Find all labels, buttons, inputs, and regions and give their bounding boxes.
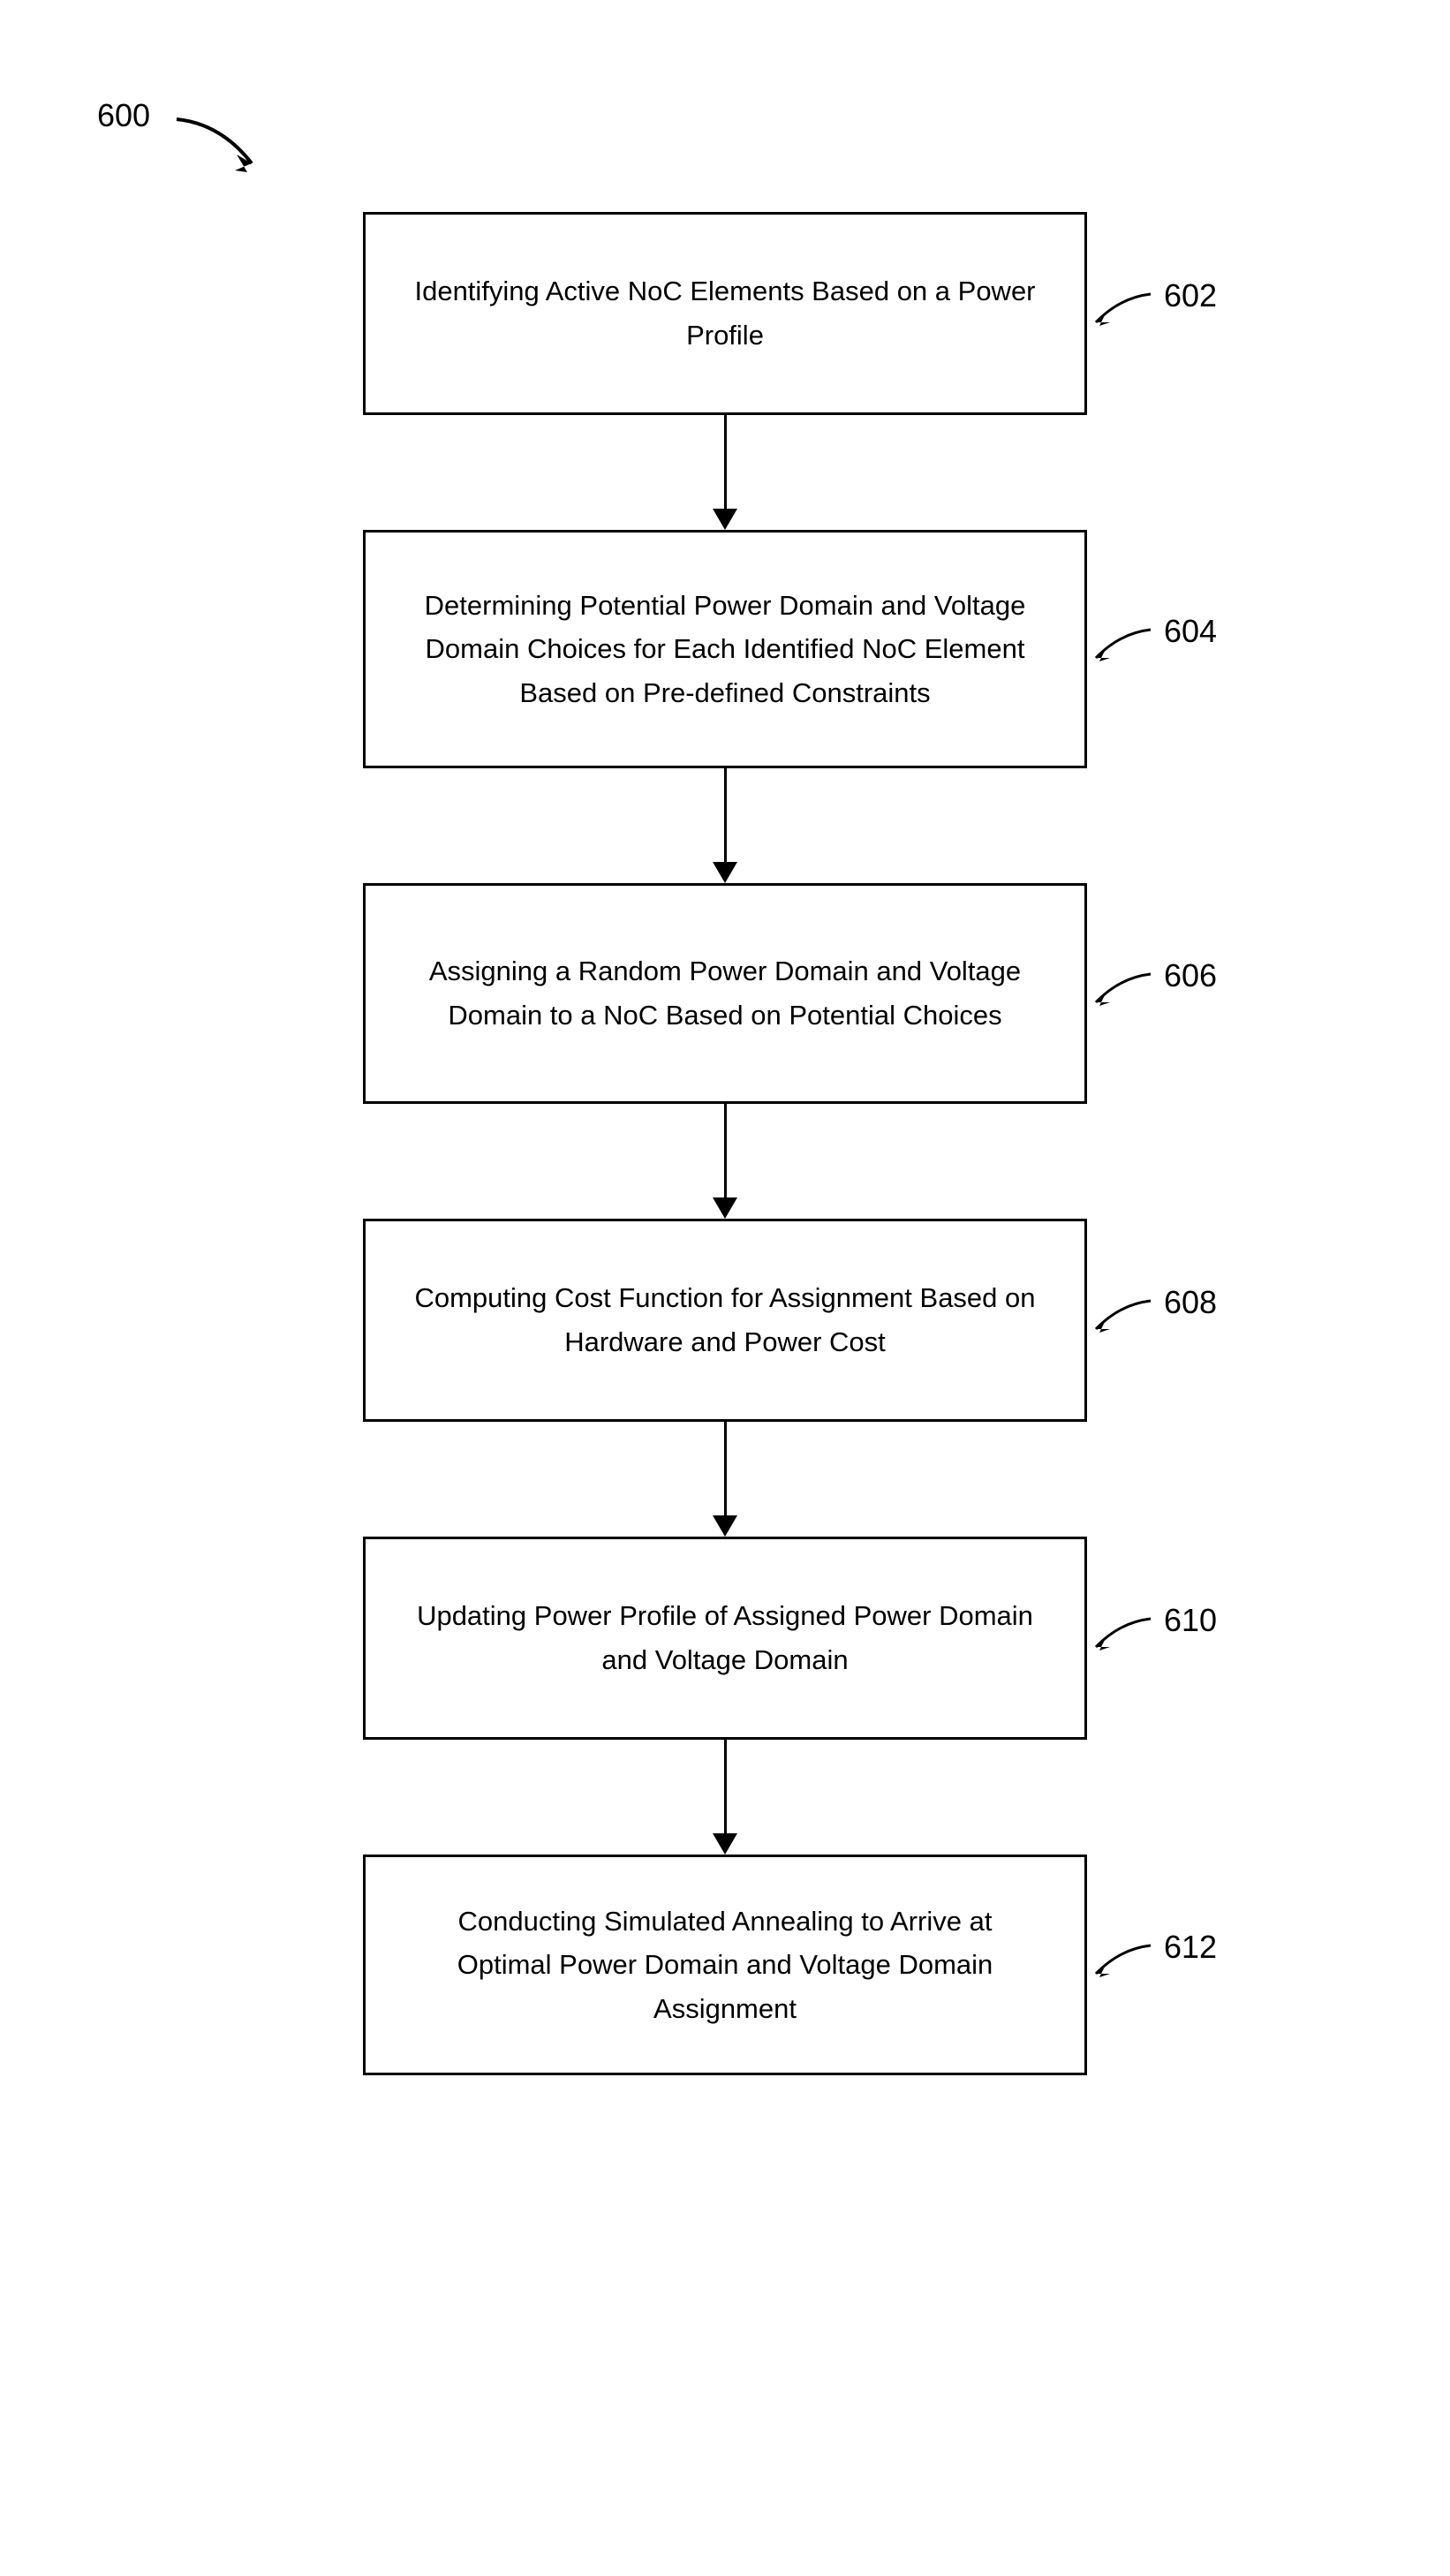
- flow-arrow-icon: [363, 415, 1087, 530]
- step-label-container: 604: [1080, 623, 1217, 676]
- step-label: 608: [1164, 1284, 1217, 1321]
- label-arrow-icon: [1080, 287, 1159, 340]
- label-arrow-icon: [1080, 1612, 1159, 1665]
- step-text: Identifying Active NoC Elements Based on…: [410, 269, 1040, 357]
- step-text: Determining Potential Power Domain and V…: [410, 584, 1040, 715]
- figure-arrow-icon: [168, 110, 291, 212]
- step-label-container: 606: [1080, 967, 1217, 1020]
- step-label: 606: [1164, 957, 1217, 994]
- step-label-container: 612: [1080, 1938, 1217, 1991]
- flow-arrow-icon: [363, 1104, 1087, 1219]
- label-arrow-icon: [1080, 623, 1159, 676]
- step-label-container: 608: [1080, 1294, 1217, 1347]
- figure-number: 600: [97, 97, 150, 134]
- step-label-container: 602: [1080, 287, 1217, 340]
- flow-arrow-icon: [363, 1740, 1087, 1855]
- label-arrow-icon: [1080, 967, 1159, 1020]
- step-label: 604: [1164, 613, 1217, 650]
- flowchart-step: Updating Power Profile of Assigned Power…: [363, 1537, 1087, 1740]
- flow-arrow-icon: [363, 1422, 1087, 1537]
- flowchart-step: Computing Cost Function for Assignment B…: [363, 1219, 1087, 1422]
- step-label: 602: [1164, 277, 1217, 314]
- step-label-container: 610: [1080, 1612, 1217, 1665]
- flowchart-step: Conducting Simulated Annealing to Arrive…: [363, 1855, 1087, 2075]
- step-text: Updating Power Profile of Assigned Power…: [410, 1594, 1040, 1681]
- flowchart-step: Identifying Active NoC Elements Based on…: [363, 212, 1087, 415]
- step-text: Computing Cost Function for Assignment B…: [410, 1276, 1040, 1364]
- flowchart: Identifying Active NoC Elements Based on…: [363, 212, 1087, 2075]
- label-arrow-icon: [1080, 1938, 1159, 1991]
- step-label: 610: [1164, 1602, 1217, 1639]
- flowchart-step: Determining Potential Power Domain and V…: [363, 530, 1087, 768]
- label-arrow-icon: [1080, 1294, 1159, 1347]
- flowchart-step: Assigning a Random Power Domain and Volt…: [363, 883, 1087, 1104]
- step-label: 612: [1164, 1929, 1217, 1966]
- step-text: Assigning a Random Power Domain and Volt…: [410, 949, 1040, 1037]
- step-text: Conducting Simulated Annealing to Arrive…: [410, 1900, 1040, 2031]
- flow-arrow-icon: [363, 768, 1087, 883]
